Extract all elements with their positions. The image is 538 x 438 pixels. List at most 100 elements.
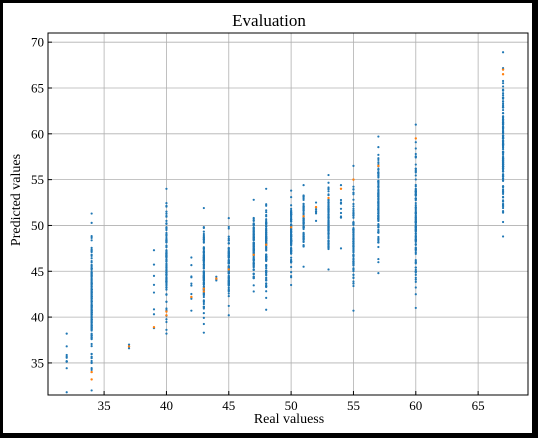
data-point: [327, 186, 330, 189]
data-point: [327, 187, 330, 191]
data-point: [90, 278, 93, 281]
data-point: [327, 236, 330, 239]
data-point: [352, 164, 355, 167]
data-point: [90, 299, 93, 302]
data-point: [165, 252, 168, 255]
data-point: [414, 221, 417, 224]
data-point: [90, 239, 93, 242]
data-point: [265, 259, 268, 263]
data-point: [501, 94, 505, 97]
data-point: [414, 212, 417, 215]
data-point: [414, 201, 417, 205]
data-point: [501, 148, 505, 151]
data-point: [90, 310, 93, 314]
data-point: [227, 225, 230, 229]
data-point: [501, 159, 505, 162]
data-point: [377, 235, 380, 239]
data-point: [414, 197, 417, 200]
data-point: [414, 188, 417, 191]
data-point: [65, 332, 68, 335]
data-point: [252, 253, 255, 256]
data-point: [414, 266, 417, 269]
data-point: [501, 220, 505, 224]
data-point: [165, 288, 168, 291]
data-point: [202, 287, 206, 290]
data-point: [501, 112, 505, 115]
data-point: [414, 250, 417, 254]
data-point: [152, 291, 156, 294]
data-point: [202, 276, 205, 279]
data-point: [252, 248, 255, 251]
data-point: [501, 150, 505, 153]
data-point: [352, 280, 355, 283]
data-point: [377, 224, 380, 227]
data-point: [414, 178, 417, 181]
data-point: [352, 229, 355, 232]
data-point: [302, 198, 305, 201]
data-point: [265, 248, 268, 252]
data-point: [202, 290, 206, 293]
data-point: [352, 235, 355, 239]
data-point: [215, 275, 218, 278]
data-point: [501, 89, 505, 92]
data-point: [327, 190, 330, 193]
y-axis-label: Predicted values: [9, 154, 24, 246]
data-point: [327, 239, 330, 242]
data-point: [265, 290, 268, 293]
data-point: [414, 163, 417, 166]
data-point: [265, 187, 268, 190]
data-point: [501, 120, 505, 123]
data-point: [302, 194, 305, 197]
data-point: [227, 292, 230, 295]
data-point: [202, 263, 205, 266]
y-tick-label: 50: [31, 218, 44, 233]
data-point: [377, 185, 380, 188]
data-point: [414, 237, 417, 240]
data-point: [190, 295, 193, 299]
data-point: [65, 360, 68, 363]
data-point: [352, 207, 355, 210]
data-point: [352, 264, 355, 267]
data-point: [202, 316, 205, 319]
data-point: [377, 161, 380, 164]
y-tick-label: 65: [31, 80, 44, 95]
data-point: [202, 331, 205, 334]
data-point: [377, 210, 380, 213]
data-point: [202, 256, 205, 259]
data-point: [227, 288, 230, 291]
data-point: [90, 366, 93, 370]
data-point: [65, 367, 68, 370]
data-point: [377, 164, 380, 168]
data-point: [165, 281, 168, 285]
data-point: [377, 153, 380, 156]
data-point: [227, 252, 230, 255]
data-point: [227, 259, 230, 262]
data-point: [302, 240, 305, 243]
data-point: [90, 378, 93, 381]
data-point: [265, 296, 268, 299]
data-point: [202, 230, 205, 233]
data-point: [265, 266, 268, 270]
data-point: [165, 246, 168, 249]
data-point: [414, 155, 417, 158]
data-point: [327, 196, 330, 200]
data-point: [90, 342, 93, 346]
data-point: [352, 216, 355, 219]
data-point: [90, 352, 93, 356]
data-point: [152, 274, 156, 278]
data-point: [377, 135, 380, 138]
data-point: [252, 268, 255, 271]
data-point: [90, 356, 93, 360]
data-point: [377, 172, 380, 175]
data-point: [314, 201, 318, 204]
data-point: [377, 180, 380, 183]
data-point: [501, 79, 505, 83]
data-point: [377, 202, 380, 205]
data-point: [165, 212, 168, 215]
data-point: [202, 271, 205, 275]
data-point: [252, 290, 255, 293]
data-point: [265, 215, 268, 218]
y-tick-label: 45: [31, 264, 44, 279]
data-point: [152, 313, 156, 316]
data-point: [202, 225, 205, 229]
